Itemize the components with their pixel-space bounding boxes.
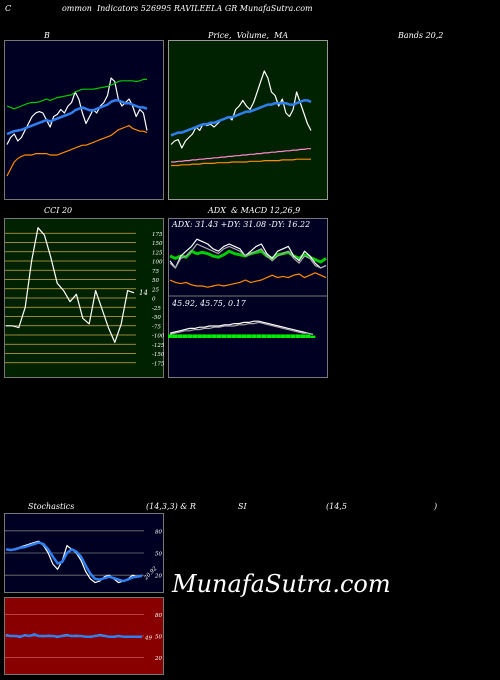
macd-hist-bar-2 [177,334,183,338]
rsi-tick-label-2: 20 [154,656,162,662]
macd-hist-bar-0 [168,334,173,338]
cci-label: CCI 20 [44,206,73,215]
bollinger-bands-series-3 [6,124,148,177]
bollinger-bands-series-1 [6,99,148,136]
cci-tick-label-13: -150 [152,352,164,358]
macd-hist-bar-25 [290,334,296,338]
macd-hist-bar-7 [202,334,207,338]
rsi-label: SI [238,502,247,511]
cci-tick-label-2: 125 [152,250,163,256]
adx-series-2 [169,243,327,269]
macd-hist-bar-18 [256,334,262,338]
cci-tick-label-8: -25 [152,306,161,312]
cci-chart: 175 150 125 100 75 50 25 0 -25 -50 -75 -100 -125 -150… [4,218,164,378]
adx-chart: ADX: 31.43 +DY: 31.08 -DY: 16.22 45.92, … [168,218,328,378]
bollinger-panel [4,40,164,200]
cci-tick-label-9: -50 [152,315,161,321]
price-panel [168,40,328,200]
cci-tick-label-6: 25 [151,287,159,293]
cci-panel: 175 150 125 100 75 50 25 0 -25 -50 -75 -100 -125 -150… [4,218,164,378]
stochastics-params: (14,3,3) & R [146,502,196,511]
macd-hist-bar-20 [266,334,272,338]
macd-hist-bar-23 [281,334,286,338]
cci-tick-label-10: -75 [152,324,161,330]
cci-tick-label-14: -175 [152,361,164,367]
price-volume-ma-series-0 [170,70,312,149]
macd-series-1 [169,321,314,335]
stochastics-tick-label-1: 50 [155,552,162,558]
cci-tick-label-11: -100 [152,334,164,340]
macd-hist-bar-9 [211,334,217,338]
rsi-tick-label-0: 80 [155,613,162,619]
macd-hist-bar-3 [182,334,188,338]
cci-tick-label-5: 50 [152,278,159,284]
macd-hist-bar-27 [300,334,306,338]
bollinger-bands-series-0 [6,77,148,145]
cci-tick-label-3: 100 [152,260,163,266]
stochastics-series-1 [5,541,143,583]
stochastics-label: Stochastics [28,502,75,511]
price-chart [168,40,328,200]
rsi-tick-label-1: 50 [155,635,162,641]
rsi-close: ) [434,502,438,511]
rsi-series-1 [5,633,142,638]
macd-hist-bar-22 [276,334,281,338]
macd-hist-bar-1 [172,334,178,338]
adx-series-3 [169,272,327,288]
macd-hist-bar-14 [236,334,242,338]
bollinger-chart [4,40,164,200]
cci-tick-label-7: 0 [152,297,156,303]
price-volume-ma-series-1 [170,99,312,137]
adx-series-1 [169,238,327,269]
watermark: MunafaSutra.com [172,570,391,598]
macd-hist-bar-5 [192,334,198,338]
stochastics-tick-label-0: 80 [155,529,162,535]
macd-hist-bar-24 [285,334,291,338]
macd-hist-bar-12 [226,334,232,338]
cci-value-label: 14 [139,289,148,297]
macd-hist-bar-28 [305,334,311,338]
macd-hist-bar-26 [295,334,301,338]
macd-hist-bar-29 [310,335,316,338]
rsi-panel: 80 50 20 49 [4,597,164,675]
cci-series-0 [6,227,135,344]
macd-hist-bar-4 [187,334,193,338]
stochastics-panel: 80 50 20 20.92 [4,513,164,593]
rsi-value-label: 49 [144,636,152,642]
macd-hist-bar-10 [216,334,222,338]
macd-readout: 45.92, 45.75, 0.17 [171,299,247,308]
price-volume-ma-series-2 [171,148,311,163]
bands-left-label: B [44,31,50,40]
cci-tick-label-0: 175 [152,232,163,238]
bands-right-label: Bands 20,2 [398,31,444,40]
page-title: C ommon Indicators 526995 RAVILEELA GR M… [5,4,313,13]
cci-tick-label-4: 75 [152,269,159,275]
macd-hist-bar-16 [246,334,252,338]
macd-hist-bar-17 [251,334,257,338]
bollinger-bands-series-2 [6,78,147,110]
price-volume-ma-series-3 [171,158,311,167]
rsi-params: (14,5 [326,502,347,511]
macd-hist-bar-19 [261,334,267,338]
adx-readout: ADX: 31.43 +DY: 31.08 -DY: 16.22 [171,220,310,229]
macd-hist-bar-21 [271,334,276,338]
macd-hist-bar-11 [221,334,227,338]
adx-macd-panel: ADX: 31.43 +DY: 31.08 -DY: 16.22 45.92, … [168,218,328,378]
price-label: Price, Volume, MA [208,31,289,40]
macd-hist-bar-13 [231,334,237,338]
adx-label: ADX & MACD 12,26,9 [208,206,301,215]
macd-hist-bar-15 [241,334,247,338]
cci-tick-label-1: 150 [152,241,163,247]
stochastics-tick-label-2: 20 [154,574,162,580]
macd-hist-bar-8 [207,334,212,338]
macd-series-0 [169,320,314,335]
rsi-chart: 80 50 20 49 [4,597,164,675]
cci-tick-label-12: -125 [152,343,164,349]
macd-hist-bar-6 [197,334,202,338]
